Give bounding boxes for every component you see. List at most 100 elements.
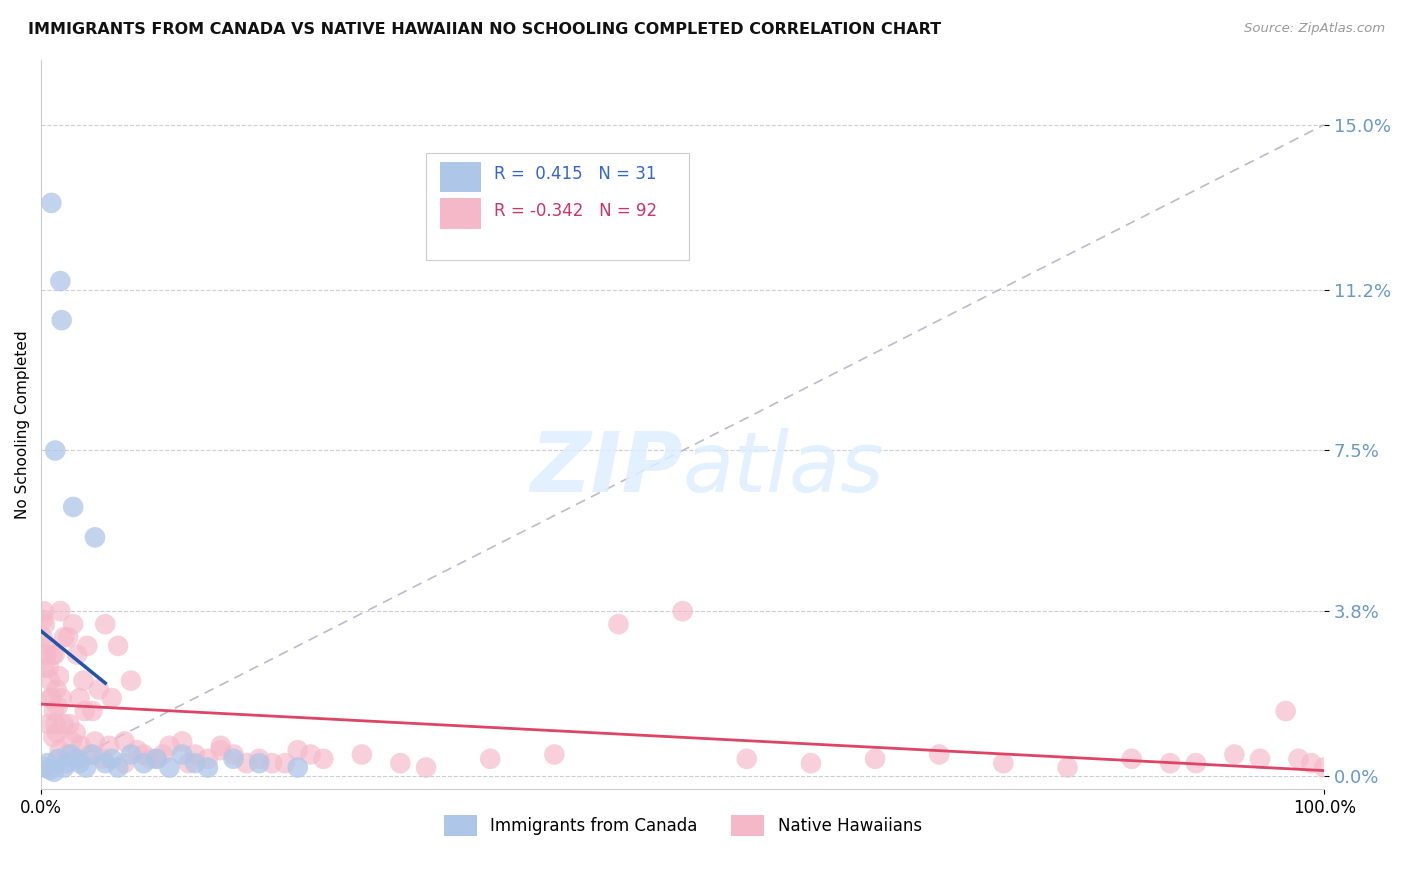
Point xyxy=(55,756,77,771)
Point xyxy=(48,669,70,683)
Point xyxy=(100,691,122,706)
Point xyxy=(287,743,309,757)
Point xyxy=(389,756,412,771)
Point xyxy=(34,660,56,674)
Point xyxy=(1185,756,1208,771)
Point xyxy=(1121,752,1143,766)
Point xyxy=(928,747,950,762)
Point xyxy=(1159,756,1181,771)
Point xyxy=(76,639,98,653)
FancyBboxPatch shape xyxy=(440,198,481,229)
Point xyxy=(993,756,1015,771)
Legend: Immigrants from Canada, Native Hawaiians: Immigrants from Canada, Native Hawaiians xyxy=(443,815,922,836)
Point xyxy=(62,617,84,632)
Point xyxy=(87,682,110,697)
Point xyxy=(39,763,62,777)
Point xyxy=(66,752,89,766)
Point xyxy=(157,739,180,753)
Point xyxy=(84,530,107,544)
Point xyxy=(41,195,63,210)
Point xyxy=(46,699,69,714)
Point xyxy=(42,764,65,779)
Point xyxy=(235,756,257,771)
Point xyxy=(184,747,207,762)
Point xyxy=(543,747,565,762)
Point xyxy=(59,747,82,762)
Point xyxy=(209,743,232,757)
Point xyxy=(49,604,72,618)
Text: atlas: atlas xyxy=(683,427,884,508)
Point xyxy=(100,752,122,766)
Point xyxy=(72,673,94,688)
Point xyxy=(42,704,65,718)
Point xyxy=(120,747,142,762)
Point xyxy=(98,739,121,753)
Point xyxy=(209,739,232,753)
Point xyxy=(73,704,96,718)
Point xyxy=(1313,760,1336,774)
Point xyxy=(800,756,823,771)
Point xyxy=(37,639,59,653)
Point xyxy=(56,630,79,644)
Point xyxy=(172,734,194,748)
Point xyxy=(415,760,437,774)
Point xyxy=(41,648,63,662)
Point xyxy=(184,756,207,771)
Point xyxy=(114,734,136,748)
Point xyxy=(145,752,167,766)
Point xyxy=(127,743,149,757)
Point xyxy=(70,739,93,753)
Point xyxy=(37,717,59,731)
Point xyxy=(107,760,129,774)
Point xyxy=(39,673,62,688)
Y-axis label: No Schooling Completed: No Schooling Completed xyxy=(15,330,30,519)
Point xyxy=(607,617,630,632)
Point xyxy=(139,752,162,766)
Point xyxy=(114,756,136,771)
Point xyxy=(44,717,66,731)
Point xyxy=(84,734,107,748)
FancyBboxPatch shape xyxy=(440,161,481,193)
Point xyxy=(34,760,56,774)
Point xyxy=(31,630,53,644)
Point xyxy=(94,756,117,771)
Text: R = -0.342   N = 92: R = -0.342 N = 92 xyxy=(494,202,657,220)
Point xyxy=(32,613,55,627)
Point xyxy=(46,725,69,739)
Point xyxy=(132,756,155,771)
Point xyxy=(75,760,97,774)
Point xyxy=(350,747,373,762)
Point xyxy=(299,747,322,762)
Point xyxy=(672,604,695,618)
Point xyxy=(69,691,91,706)
Point xyxy=(177,756,200,771)
Point xyxy=(49,274,72,288)
Point xyxy=(32,604,55,618)
Point xyxy=(34,617,56,632)
Text: R =  0.415   N = 31: R = 0.415 N = 31 xyxy=(494,165,657,183)
Point xyxy=(46,752,69,766)
Point xyxy=(172,747,194,762)
Point xyxy=(132,747,155,762)
Point xyxy=(51,691,73,706)
Point xyxy=(69,756,91,771)
Text: ZIP: ZIP xyxy=(530,427,683,508)
Point xyxy=(120,673,142,688)
Text: IMMIGRANTS FROM CANADA VS NATIVE HAWAIIAN NO SCHOOLING COMPLETED CORRELATION CHA: IMMIGRANTS FROM CANADA VS NATIVE HAWAIIA… xyxy=(28,22,941,37)
Point xyxy=(58,717,80,731)
Point xyxy=(82,747,104,762)
Point xyxy=(55,747,77,762)
Point xyxy=(479,752,502,766)
Point xyxy=(66,648,89,662)
Point xyxy=(39,691,62,706)
Point xyxy=(222,747,245,762)
Point xyxy=(312,752,335,766)
Point xyxy=(52,717,75,731)
Point xyxy=(35,648,58,662)
Point xyxy=(260,756,283,771)
Point xyxy=(38,660,60,674)
Point xyxy=(44,443,66,458)
Point xyxy=(60,734,83,748)
Point xyxy=(62,500,84,514)
Point xyxy=(79,747,101,762)
